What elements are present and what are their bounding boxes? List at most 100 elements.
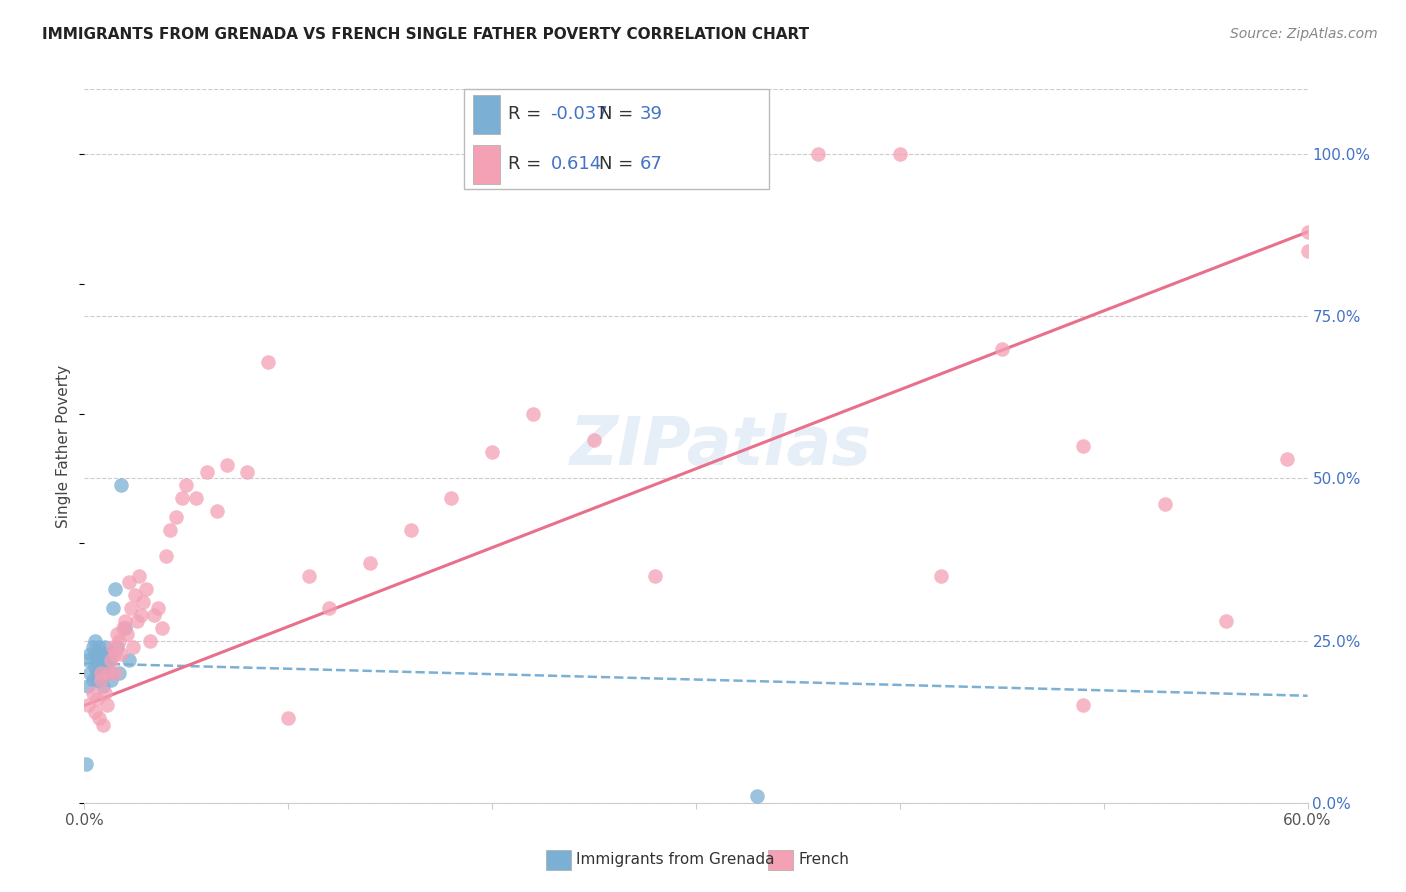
Point <box>77 698 100 713</box>
Point <box>1215 614 1237 628</box>
Text: French: French <box>799 853 849 867</box>
Point <box>82 685 104 699</box>
Point <box>101 601 124 615</box>
Point <box>87 666 110 681</box>
Point <box>83 633 105 648</box>
Point <box>79 666 101 681</box>
Point <box>75 756 97 771</box>
Point <box>176 478 198 492</box>
Point <box>97 653 120 667</box>
Point <box>1296 244 1319 259</box>
Point <box>87 659 110 673</box>
Point <box>155 549 177 564</box>
Point <box>807 147 830 161</box>
Point <box>101 640 124 654</box>
Point <box>90 673 112 687</box>
Point <box>522 407 544 421</box>
Point <box>82 673 104 687</box>
Point <box>77 679 100 693</box>
Point <box>79 647 101 661</box>
Point <box>104 647 127 661</box>
Point <box>159 524 181 538</box>
Point <box>142 607 165 622</box>
Point <box>1154 497 1177 511</box>
Point <box>205 504 228 518</box>
Point <box>90 653 112 667</box>
Point <box>97 666 120 681</box>
Point <box>318 601 340 615</box>
Point <box>298 568 321 582</box>
Text: 39: 39 <box>640 105 662 123</box>
Point <box>96 659 118 673</box>
Point <box>127 614 149 628</box>
Point <box>150 621 173 635</box>
Point <box>104 666 127 681</box>
Point <box>359 556 381 570</box>
Point <box>1277 452 1299 467</box>
Text: N =: N = <box>599 105 640 123</box>
Point <box>108 633 131 648</box>
Point <box>105 627 128 641</box>
Point <box>91 718 114 732</box>
Point <box>90 666 112 681</box>
Point <box>87 640 110 654</box>
Point <box>114 621 136 635</box>
Text: R =: R = <box>508 155 547 173</box>
Point <box>100 653 122 667</box>
Point <box>83 659 105 673</box>
Text: 67: 67 <box>640 155 662 173</box>
Point <box>399 524 422 538</box>
Point <box>132 595 155 609</box>
Point <box>217 458 239 473</box>
Point <box>93 666 117 681</box>
Point <box>86 666 108 681</box>
Point <box>1073 439 1095 453</box>
Point <box>146 601 169 615</box>
Point <box>86 673 108 687</box>
Y-axis label: Single Father Poverty: Single Father Poverty <box>56 365 72 527</box>
Point <box>186 491 208 505</box>
Point <box>135 582 157 596</box>
Point <box>725 147 748 161</box>
Point <box>86 653 108 667</box>
Point <box>991 342 1014 356</box>
Text: R =: R = <box>508 105 547 123</box>
Point <box>128 568 150 582</box>
Point <box>889 147 911 161</box>
Point <box>105 640 128 654</box>
Point <box>440 491 463 505</box>
Point <box>124 588 146 602</box>
Point <box>114 614 136 628</box>
Text: ZIPatlas: ZIPatlas <box>569 413 872 479</box>
Text: IMMIGRANTS FROM GRENADA VS FRENCH SINGLE FATHER POVERTY CORRELATION CHART: IMMIGRANTS FROM GRENADA VS FRENCH SINGLE… <box>42 27 810 42</box>
Point <box>93 653 117 667</box>
Point <box>118 653 141 667</box>
Point <box>277 711 299 725</box>
Point <box>83 705 105 719</box>
Point <box>644 568 666 582</box>
Point <box>87 711 110 725</box>
Point <box>90 673 112 687</box>
Point <box>91 679 114 693</box>
Point <box>110 647 132 661</box>
Point <box>172 491 194 505</box>
Point <box>86 692 108 706</box>
Text: -0.037: -0.037 <box>550 105 609 123</box>
Point <box>131 607 153 622</box>
Text: N =: N = <box>599 155 640 173</box>
Point <box>1296 225 1319 239</box>
Point <box>91 647 114 661</box>
Point <box>481 445 503 459</box>
Point <box>110 478 132 492</box>
Text: 0.614: 0.614 <box>550 155 602 173</box>
Point <box>100 673 122 687</box>
Point <box>118 575 141 590</box>
Point <box>83 647 105 661</box>
Point <box>929 568 952 582</box>
Point <box>100 647 122 661</box>
Point <box>122 640 145 654</box>
Point <box>257 354 280 368</box>
Text: Source: ZipAtlas.com: Source: ZipAtlas.com <box>1230 27 1378 41</box>
Point <box>96 698 118 713</box>
Point <box>165 510 187 524</box>
